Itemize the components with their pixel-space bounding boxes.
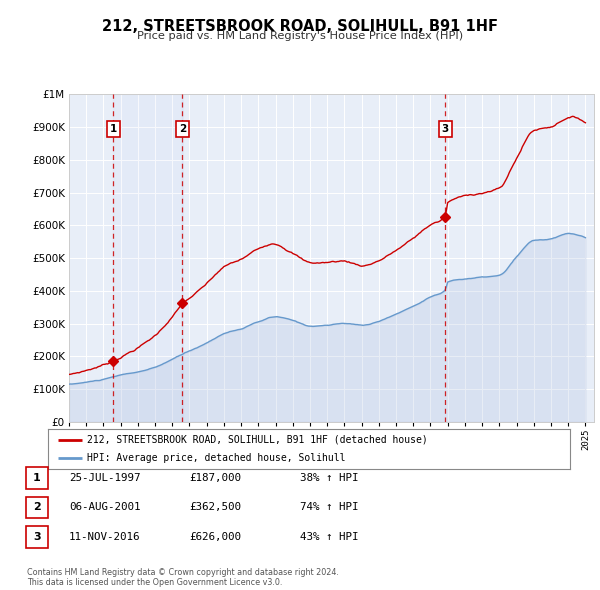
Text: £187,000: £187,000: [189, 473, 241, 483]
Text: 1: 1: [109, 124, 116, 134]
Text: 25-JUL-1997: 25-JUL-1997: [69, 473, 140, 483]
Text: 212, STREETSBROOK ROAD, SOLIHULL, B91 1HF: 212, STREETSBROOK ROAD, SOLIHULL, B91 1H…: [102, 19, 498, 34]
Text: 43% ↑ HPI: 43% ↑ HPI: [300, 532, 359, 542]
Text: 2: 2: [33, 503, 41, 512]
Text: 3: 3: [33, 532, 41, 542]
Text: 06-AUG-2001: 06-AUG-2001: [69, 503, 140, 512]
Text: 3: 3: [442, 124, 449, 134]
Bar: [182, 94, 183, 422]
Text: £362,500: £362,500: [189, 503, 241, 512]
Text: 2: 2: [179, 124, 186, 134]
Text: Contains HM Land Registry data © Crown copyright and database right 2024.
This d: Contains HM Land Registry data © Crown c…: [27, 568, 339, 587]
Text: 74% ↑ HPI: 74% ↑ HPI: [300, 503, 359, 512]
Text: 212, STREETSBROOK ROAD, SOLIHULL, B91 1HF (detached house): 212, STREETSBROOK ROAD, SOLIHULL, B91 1H…: [87, 435, 428, 445]
Text: Price paid vs. HM Land Registry's House Price Index (HPI): Price paid vs. HM Land Registry's House …: [137, 31, 463, 41]
Bar: [113, 94, 182, 422]
Text: 38% ↑ HPI: 38% ↑ HPI: [300, 473, 359, 483]
Text: 11-NOV-2016: 11-NOV-2016: [69, 532, 140, 542]
Text: HPI: Average price, detached house, Solihull: HPI: Average price, detached house, Soli…: [87, 453, 346, 463]
Text: 1: 1: [33, 473, 41, 483]
Text: £626,000: £626,000: [189, 532, 241, 542]
